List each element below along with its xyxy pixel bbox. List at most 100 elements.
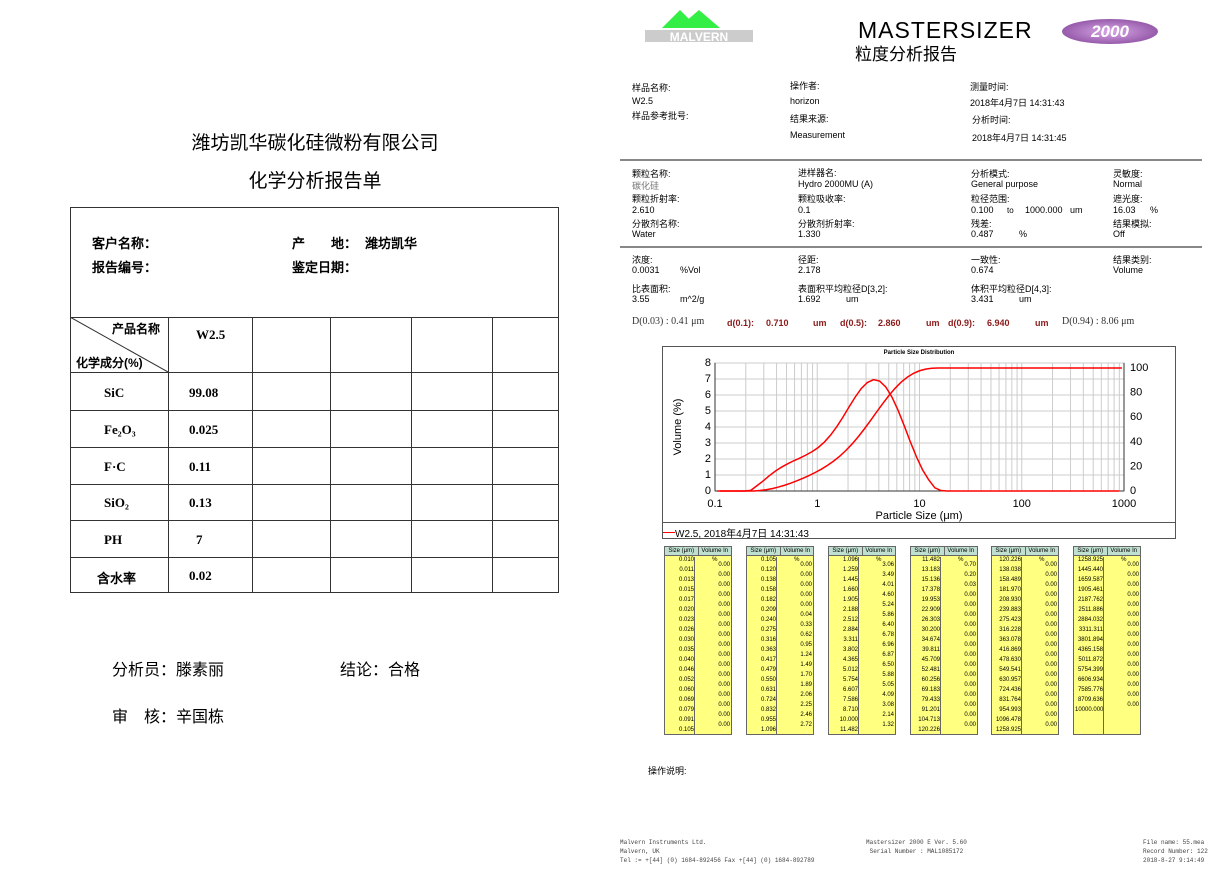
volume-cell: 0.00 bbox=[718, 672, 730, 678]
y-tick-label: 6 bbox=[705, 389, 711, 401]
size-cell: 2187.762 bbox=[1077, 597, 1103, 603]
x-tick-label: 1000 bbox=[1112, 498, 1136, 510]
measured-label: 测量时间: bbox=[970, 82, 1009, 92]
size-cell: 39.811 bbox=[922, 647, 940, 653]
volume-cell: 2.25 bbox=[800, 702, 812, 708]
volume-cell: 1.89 bbox=[800, 682, 812, 688]
size-cell: 0.079 bbox=[678, 707, 694, 713]
volume-cell: 0.00 bbox=[718, 612, 730, 618]
residual-unit: % bbox=[1019, 229, 1028, 239]
size-cell: 3801.894 bbox=[1077, 637, 1103, 643]
volume-cell: 0.00 bbox=[1045, 602, 1057, 608]
size-cell: 1.445 bbox=[842, 577, 858, 583]
size-cell: 6.607 bbox=[842, 687, 858, 693]
size-cell: 8.710 bbox=[842, 707, 858, 713]
volume-cell: 0.00 bbox=[964, 702, 976, 708]
accessory-label: 进样器名: bbox=[798, 168, 837, 178]
size-cell: 26.303 bbox=[921, 617, 940, 623]
volume-cell: 0.00 bbox=[718, 692, 730, 698]
size-cell: 7.586 bbox=[842, 697, 858, 703]
size-volume-table: Size (μm) Volume In % 0.010 0.011 0.013 0.015… bbox=[664, 546, 732, 735]
result-units-label: 结果类别: bbox=[1113, 255, 1152, 265]
operator-label: 操作者: bbox=[790, 81, 820, 91]
y2-tick-label: 0 bbox=[1130, 485, 1136, 497]
y-tick-label: 1 bbox=[705, 469, 711, 481]
volume-cell: 2.06 bbox=[800, 692, 812, 698]
volume-header: Volume In % bbox=[947, 548, 975, 563]
volume-cell: 0.00 bbox=[1127, 632, 1139, 638]
size-cell: 954.993 bbox=[999, 707, 1021, 713]
divider bbox=[620, 159, 1202, 161]
size-cell: 0.035 bbox=[678, 647, 694, 653]
d01-label: d(0.1): bbox=[727, 318, 754, 328]
analysed-label: 分析时间: bbox=[972, 115, 1011, 125]
volume-cell: 0.00 bbox=[1045, 612, 1057, 618]
size-cell: 316.228 bbox=[999, 627, 1021, 633]
volume-cell: 0.00 bbox=[1045, 652, 1057, 658]
size-cell: 8709.636 bbox=[1077, 697, 1103, 703]
volume-cell: 0.00 bbox=[1045, 632, 1057, 638]
volume-cell: 1.70 bbox=[800, 672, 812, 678]
d43-unit: um bbox=[1019, 294, 1032, 304]
company-name: 潍坊凯华碳化硅微粉有限公司 bbox=[191, 133, 439, 154]
size-cell: 91.201 bbox=[921, 707, 940, 713]
size-cell: 0.040 bbox=[678, 657, 694, 663]
table-header: Size (μm) Volume In % bbox=[665, 547, 731, 563]
size-cell: 0.046 bbox=[678, 667, 694, 673]
volume-header: Volume In % bbox=[1110, 548, 1138, 563]
size-cell: 1258.925 bbox=[995, 727, 1021, 733]
size-cell: 1.660 bbox=[842, 587, 858, 593]
volume-cell: 0.00 bbox=[718, 652, 730, 658]
volume-cell: 0.00 bbox=[718, 602, 730, 608]
malvern-logo: MALVERN bbox=[645, 8, 753, 44]
d094: D(0.94) : 8.06 μm bbox=[1062, 316, 1135, 327]
size-cell: 2.884 bbox=[842, 627, 858, 633]
volume-cell: 0.95 bbox=[800, 642, 812, 648]
operator: horizon bbox=[790, 96, 820, 106]
volume-cell: 0.00 bbox=[718, 632, 730, 638]
component-value: 0.11 bbox=[189, 459, 212, 474]
size-cell: 3311.311 bbox=[1078, 627, 1103, 633]
particle-name: 碳化硅 bbox=[632, 181, 660, 191]
footer-right: File name: 55.mea Record Number: 122 2018-… bbox=[1143, 838, 1208, 865]
analyst: 分析员：滕素丽 bbox=[112, 662, 225, 679]
size-cell: 0.105 bbox=[678, 727, 694, 733]
volume-cell: 0.00 bbox=[718, 662, 730, 668]
volume-cell: 5.05 bbox=[882, 682, 894, 688]
psd-chart: Particle Size Distribution 0.1 1 10 100 1000 0… bbox=[662, 346, 1176, 540]
volume-cell: 5.88 bbox=[882, 672, 894, 678]
volume-cell: 0.00 bbox=[964, 722, 976, 728]
volume-cell: 0.70 bbox=[964, 562, 976, 568]
size-header: Size (μm) bbox=[911, 547, 945, 555]
d09-label: d(0.9): bbox=[948, 318, 975, 328]
size-cell: 19.953 bbox=[921, 597, 940, 603]
d05-label: d(0.5): bbox=[840, 318, 867, 328]
volume-cell: 0.00 bbox=[718, 712, 730, 718]
volume-cell: 0.00 bbox=[964, 632, 976, 638]
size-cell: 7585.776 bbox=[1077, 687, 1103, 693]
component-name: SiO₂ bbox=[104, 495, 129, 510]
size-cell: 0.069 bbox=[678, 697, 694, 703]
volume-cell: 0.00 bbox=[1127, 562, 1139, 568]
table-header: Size (μm) Volume In % bbox=[829, 547, 895, 563]
y2-tick-label: 60 bbox=[1130, 411, 1142, 423]
volume-cell: 6.50 bbox=[882, 662, 894, 668]
d05: 2.860 bbox=[878, 318, 901, 328]
size-cell: 416.869 bbox=[999, 647, 1021, 653]
header-component-label: 化学成分(%) bbox=[76, 356, 143, 370]
volume-cell: 4.01 bbox=[882, 582, 894, 588]
particle-report-title: 粒度分析报告 bbox=[855, 45, 957, 64]
size-header: Size (μm) bbox=[1074, 547, 1108, 555]
x-tick-label: 0.1 bbox=[707, 498, 722, 510]
size-cell: 0.030 bbox=[678, 637, 694, 643]
size-cell: 239.883 bbox=[999, 607, 1021, 613]
footer-company: Malvern Instruments Ltd. bbox=[620, 839, 707, 846]
legend-line-icon bbox=[663, 532, 675, 533]
volume-cell: 0.00 bbox=[1127, 582, 1139, 588]
size-cell: 5.754 bbox=[842, 677, 858, 683]
size-cell: 120.226 bbox=[999, 557, 1021, 563]
product-name: W2.5 bbox=[196, 327, 226, 342]
measured-time: 2018年4月7日 14:31:43 bbox=[970, 98, 1065, 108]
volume-cell: 0.00 bbox=[964, 622, 976, 628]
y2-tick-label: 100 bbox=[1130, 362, 1148, 374]
